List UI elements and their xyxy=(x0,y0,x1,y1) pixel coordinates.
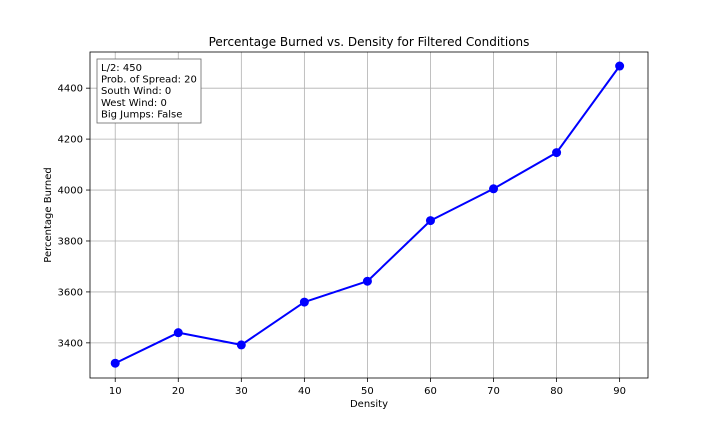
x-tick-label: 90 xyxy=(613,386,626,397)
data-point xyxy=(425,216,435,226)
x-tick-label: 30 xyxy=(235,386,248,397)
x-tick-label: 60 xyxy=(424,386,437,397)
x-tick-label: 40 xyxy=(298,386,311,397)
y-tick-label: 4000 xyxy=(58,186,83,197)
data-point xyxy=(489,184,499,194)
chart-title: Percentage Burned vs. Density for Filter… xyxy=(209,35,530,49)
data-point xyxy=(615,61,625,71)
x-tick-label: 10 xyxy=(109,386,122,397)
annotation-frame xyxy=(96,58,202,124)
data-point xyxy=(552,148,562,158)
y-tick-label: 3600 xyxy=(58,287,83,298)
x-tick-label: 70 xyxy=(487,386,500,397)
y-axis: 3400 3600 3800 4000 4200 4400 xyxy=(58,84,90,349)
series xyxy=(110,61,625,368)
y-axis-label: Percentage Burned xyxy=(43,167,54,262)
x-tick-label: 50 xyxy=(361,386,374,397)
y-tick-label: 3800 xyxy=(58,236,83,247)
y-tick-label: 3400 xyxy=(58,338,83,349)
data-point xyxy=(236,340,246,350)
y-tick-label: 4400 xyxy=(58,84,83,95)
x-axis-label: Density xyxy=(350,399,388,410)
annotation-line: West Wind: 0 xyxy=(101,98,167,109)
data-point xyxy=(299,297,309,307)
data-point xyxy=(173,328,183,338)
annotation-line: L/2: 450 xyxy=(101,63,142,74)
grid xyxy=(90,52,648,378)
x-tick-label: 20 xyxy=(172,386,185,397)
data-point xyxy=(362,276,372,286)
plot-frame xyxy=(89,51,649,379)
annotation-line: Prob. of Spread: 20 xyxy=(101,75,197,86)
y-tick-label: 4200 xyxy=(58,135,83,146)
annotation-line: Big Jumps: False xyxy=(101,109,182,120)
data-point xyxy=(110,358,120,368)
x-axis: 10 20 30 40 50 60 70 80 90 xyxy=(109,378,626,397)
x-tick-label: 80 xyxy=(550,386,563,397)
annotation-line: South Wind: 0 xyxy=(101,86,171,97)
